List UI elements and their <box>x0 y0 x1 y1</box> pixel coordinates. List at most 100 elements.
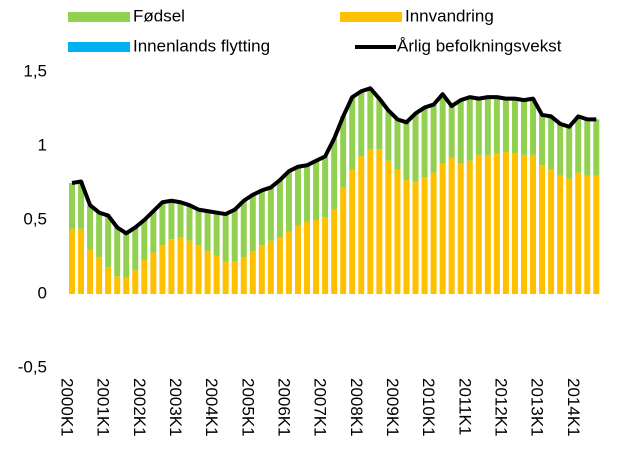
bar-segment <box>304 165 311 222</box>
bar-segment <box>204 211 211 252</box>
bar-segment <box>114 227 121 277</box>
bar-segment <box>177 202 184 238</box>
bar-segment <box>204 251 211 294</box>
y-tick-label: 0,5 <box>23 209 47 228</box>
bar-segment <box>285 231 292 294</box>
bar-segment <box>521 154 527 294</box>
bar-segment <box>493 153 500 294</box>
bar-segment <box>213 212 220 256</box>
bar-segment <box>475 154 482 294</box>
bar-segment <box>240 200 247 257</box>
bar-segment <box>123 277 130 294</box>
bar-segment <box>548 169 555 294</box>
y-tick-label: 0 <box>38 283 47 302</box>
bar-segment <box>105 215 112 268</box>
bar-segment <box>511 153 518 294</box>
bar-segment <box>141 259 148 294</box>
bar-segment <box>168 239 175 294</box>
bar-segment <box>349 169 356 294</box>
bar-segment <box>521 100 527 155</box>
bar-segment <box>511 98 518 154</box>
x-tick-label: 2002K1 <box>130 378 149 437</box>
bar-segment <box>412 113 419 182</box>
x-tick-label: 2007K1 <box>311 378 330 437</box>
bar-segment <box>96 212 103 257</box>
legend-label: Årlig befolkningsvekst <box>397 36 562 55</box>
bar-segment <box>340 116 347 188</box>
bar-segment <box>295 225 301 294</box>
bar-segment <box>267 240 274 294</box>
bar-segment <box>231 209 238 262</box>
bar-segment <box>484 154 491 294</box>
bar-segment <box>466 160 473 294</box>
y-tick-label: 1,5 <box>23 61 47 80</box>
bar-segment <box>123 233 130 278</box>
bar-segment <box>285 171 292 232</box>
bar-segment <box>358 91 365 157</box>
bar-segment <box>484 97 491 155</box>
bar-segment <box>403 180 410 294</box>
bar-segment <box>539 165 546 294</box>
bar-segment <box>566 178 573 294</box>
bar-segment <box>421 107 428 178</box>
bar-segment <box>105 267 112 294</box>
legend-swatch <box>340 12 402 22</box>
bar-segment <box>448 106 455 158</box>
bar-segment <box>267 187 274 241</box>
bar-segment <box>421 177 428 294</box>
bar-segment <box>249 251 256 294</box>
bar-segment <box>394 119 401 170</box>
x-tick-label: 2006K1 <box>274 378 293 437</box>
bar-segment <box>168 200 175 240</box>
bar-segment <box>258 245 265 294</box>
bar-segment <box>557 123 564 176</box>
x-tick-label: 2010K1 <box>419 378 438 437</box>
bar-segment <box>304 221 311 294</box>
bar-segment <box>313 220 320 294</box>
bar-segment <box>593 119 600 176</box>
bar-segment <box>448 157 455 294</box>
y-tick-label: 1 <box>38 135 47 154</box>
x-tick-label: 2001K1 <box>94 378 113 437</box>
bar-segment <box>466 97 473 161</box>
bar-segment <box>548 116 555 170</box>
bar-segment <box>78 181 85 229</box>
bar-segment <box>385 160 392 294</box>
bar-segment <box>295 166 301 226</box>
bar-segment <box>457 163 464 294</box>
y-tick-label: -0,5 <box>18 357 47 376</box>
bar-segment <box>376 148 383 294</box>
legend-label: Innenlands flytting <box>133 36 270 55</box>
bar-segment <box>457 100 464 164</box>
bar-segment <box>186 240 193 294</box>
bar-segment <box>231 261 238 294</box>
legend-label: Innvandring <box>405 6 494 25</box>
bar-segment <box>358 156 365 294</box>
bar-segment <box>141 220 148 260</box>
bar-segment <box>222 214 229 262</box>
bar-segment <box>258 190 265 246</box>
bar-segment <box>575 172 582 294</box>
bar-segment <box>132 270 139 294</box>
bar-segment <box>322 217 329 294</box>
bar-segment <box>403 122 410 181</box>
bar-segment <box>69 183 75 229</box>
x-tick-label: 2008K1 <box>347 378 366 437</box>
bar-segment <box>159 202 166 246</box>
bar-segment <box>493 97 500 154</box>
bar-segment <box>439 94 446 164</box>
bar-segment <box>530 98 537 155</box>
bar-segment <box>276 237 283 294</box>
x-tick-label: 2009K1 <box>383 378 402 437</box>
bar-segment <box>575 116 582 173</box>
bar-segment <box>186 205 193 241</box>
bar-segment <box>349 97 356 170</box>
bar-segment <box>322 156 329 218</box>
x-tick-label: 2000K1 <box>58 378 77 437</box>
bar-segment <box>367 148 374 294</box>
bar-segment <box>430 172 437 294</box>
bar-segment <box>430 104 437 173</box>
bar-segment <box>213 255 220 294</box>
bar-segment <box>132 227 139 271</box>
